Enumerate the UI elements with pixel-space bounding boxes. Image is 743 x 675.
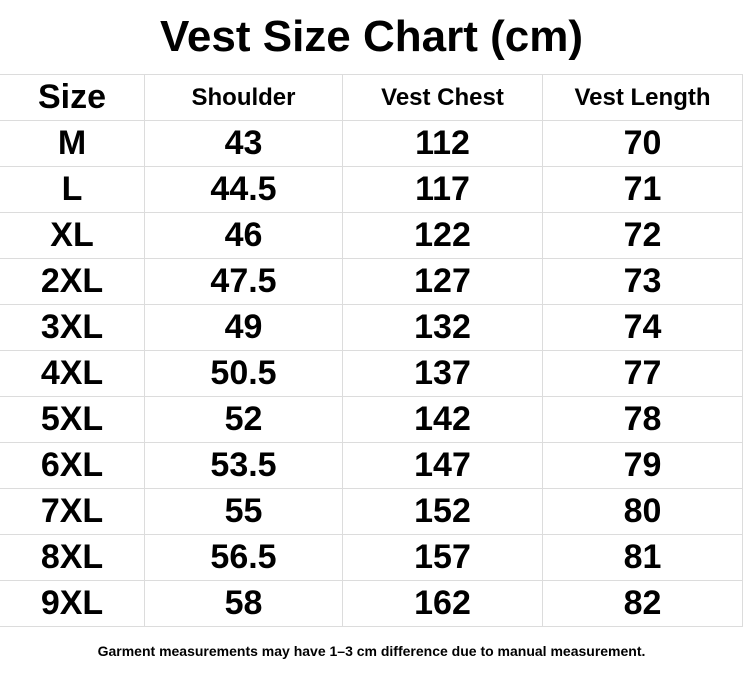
measurement: 53.5 (145, 443, 343, 489)
size-label: M (0, 121, 145, 167)
measurement: 70 (543, 121, 743, 167)
measurement: 43 (145, 121, 343, 167)
measurement: 82 (543, 581, 743, 627)
measurement: 47.5 (145, 259, 343, 305)
measurement: 122 (343, 213, 543, 259)
measurement: 44.5 (145, 167, 343, 213)
measurement: 152 (343, 489, 543, 535)
size-label: L (0, 167, 145, 213)
measurement: 77 (543, 351, 743, 397)
column-header: Shoulder (145, 75, 343, 121)
measurement: 50.5 (145, 351, 343, 397)
title: Vest Size Chart (cm) (0, 0, 743, 75)
measurement: 58 (145, 581, 343, 627)
measurement: 74 (543, 305, 743, 351)
measurement: 147 (343, 443, 543, 489)
measurement: 52 (145, 397, 343, 443)
column-header: Vest Length (543, 75, 743, 121)
measurement: 81 (543, 535, 743, 581)
column-header: Size (0, 75, 145, 121)
measurement: 73 (543, 259, 743, 305)
measurement: 137 (343, 351, 543, 397)
size-label: XL (0, 213, 145, 259)
size-label: 8XL (0, 535, 145, 581)
size-label: 4XL (0, 351, 145, 397)
measurement: 55 (145, 489, 343, 535)
measurement: 71 (543, 167, 743, 213)
measurement: 72 (543, 213, 743, 259)
footnote: Garment measurements may have 1–3 cm dif… (97, 643, 646, 659)
measurement: 132 (343, 305, 543, 351)
measurement: 117 (343, 167, 543, 213)
measurement: 162 (343, 581, 543, 627)
size-label: 9XL (0, 581, 145, 627)
column-header: Vest Chest (343, 75, 543, 121)
measurement: 142 (343, 397, 543, 443)
measurement: 157 (343, 535, 543, 581)
measurement: 78 (543, 397, 743, 443)
measurement: 79 (543, 443, 743, 489)
measurement: 49 (145, 305, 343, 351)
size-label: 2XL (0, 259, 145, 305)
size-label: 3XL (0, 305, 145, 351)
measurement: 112 (343, 121, 543, 167)
measurement: 56.5 (145, 535, 343, 581)
size-label: 6XL (0, 443, 145, 489)
measurement: 127 (343, 259, 543, 305)
size-label: 5XL (0, 397, 145, 443)
measurement: 46 (145, 213, 343, 259)
size-label: 7XL (0, 489, 145, 535)
measurement: 80 (543, 489, 743, 535)
